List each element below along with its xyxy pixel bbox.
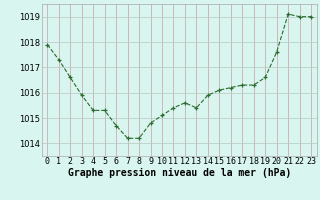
X-axis label: Graphe pression niveau de la mer (hPa): Graphe pression niveau de la mer (hPa) [68,168,291,178]
